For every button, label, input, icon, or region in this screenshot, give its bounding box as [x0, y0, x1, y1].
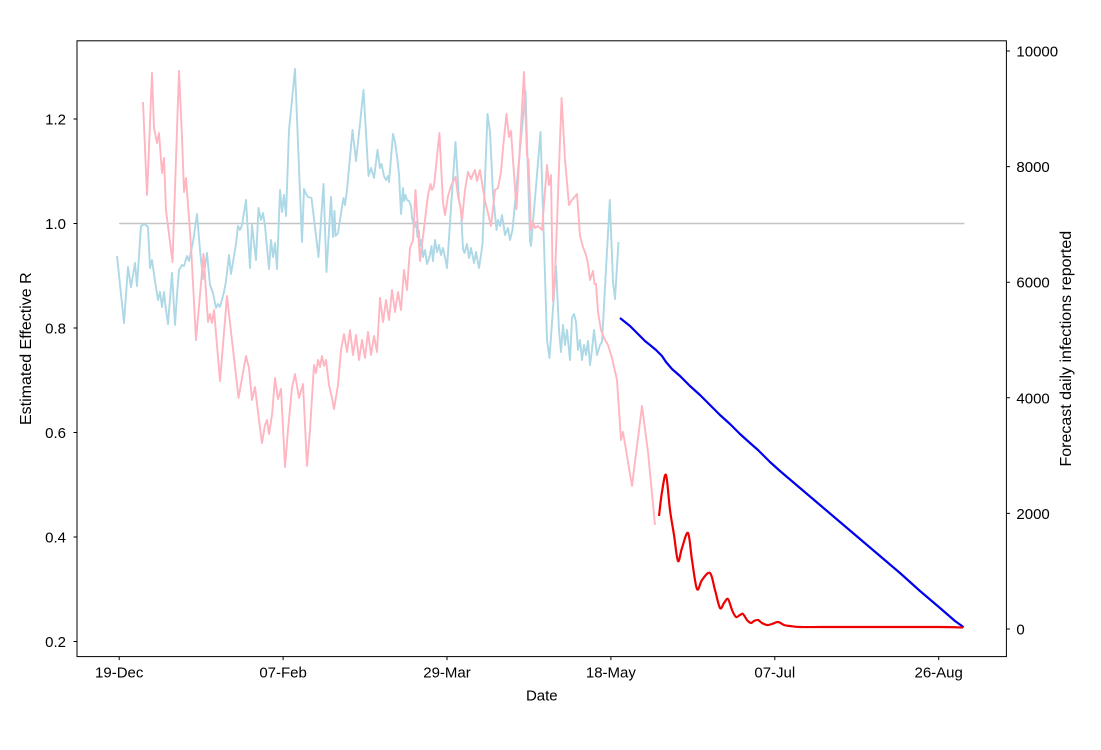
svg-text:26-Aug: 26-Aug [915, 665, 963, 682]
svg-text:0.4: 0.4 [45, 530, 66, 547]
svg-text:07-Jul: 07-Jul [754, 665, 795, 682]
svg-text:Estimated Effective R: Estimated Effective R [18, 272, 35, 425]
svg-text:2000: 2000 [1016, 506, 1049, 523]
svg-text:07-Feb: 07-Feb [259, 665, 307, 682]
svg-text:0.8: 0.8 [45, 321, 66, 338]
svg-text:0.6: 0.6 [45, 425, 66, 442]
svg-text:6000: 6000 [1016, 275, 1049, 292]
svg-text:18-May: 18-May [586, 665, 637, 682]
svg-text:8000: 8000 [1016, 159, 1049, 176]
svg-text:0: 0 [1016, 622, 1024, 639]
svg-text:Date: Date [526, 688, 558, 705]
svg-text:0.2: 0.2 [45, 634, 66, 651]
svg-text:1.0: 1.0 [45, 216, 66, 233]
svg-text:19-Dec: 19-Dec [95, 665, 144, 682]
svg-text:Forecast daily infections repo: Forecast daily infections reported [1058, 231, 1075, 467]
svg-text:4000: 4000 [1016, 390, 1049, 407]
svg-text:1.2: 1.2 [45, 112, 66, 129]
svg-text:10000: 10000 [1016, 44, 1058, 61]
svg-text:29-Mar: 29-Mar [423, 665, 471, 682]
